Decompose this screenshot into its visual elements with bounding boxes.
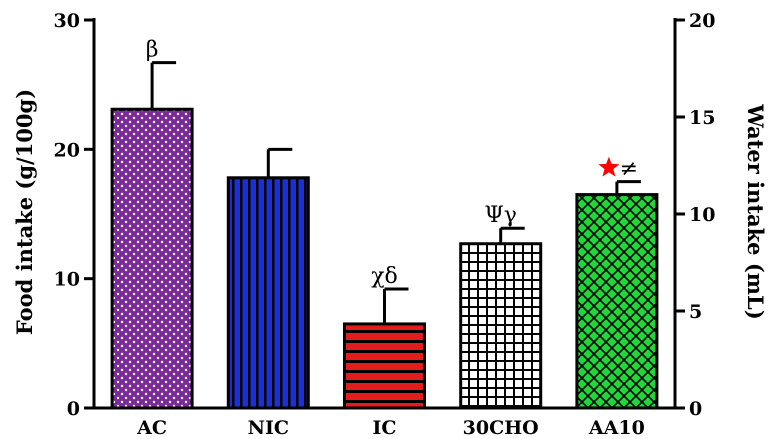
- x-tick-label: NIC: [248, 417, 289, 439]
- x-tick-label: 30CHO: [463, 417, 539, 439]
- annotation-30cho: Ψγ: [484, 203, 516, 228]
- y2-axis-title: Water intake (mL): [743, 103, 768, 319]
- bar-30cho: [459, 242, 543, 410]
- x-tick-labels: AC NIC IC 30CHO AA10: [136, 417, 645, 439]
- x-tick-label: IC: [372, 417, 396, 439]
- y-tick-label: 30: [54, 10, 80, 32]
- annotation-aa10: ≠: [620, 157, 638, 182]
- bar-aa10: [575, 193, 659, 410]
- y-tick-label: 0: [67, 398, 80, 420]
- y2-tick-label: 15: [689, 107, 715, 129]
- annotations: β χδ Ψγ ≠: [146, 38, 638, 289]
- x-tick-label: AA10: [588, 417, 645, 439]
- bar-nic: [226, 176, 310, 410]
- bar-ic: [343, 322, 426, 410]
- annotation-ic: χδ: [371, 264, 398, 289]
- y-tick-label: 20: [54, 139, 80, 161]
- y2-tick-label: 0: [689, 398, 702, 420]
- y2-tick-label: 10: [689, 204, 715, 226]
- error-bars: [150, 61, 641, 324]
- bars: [110, 107, 659, 410]
- bar-ac: [110, 107, 194, 410]
- left-y-ticks: 0 10 20 30: [54, 10, 94, 420]
- y2-tick-label: 5: [689, 301, 702, 323]
- x-tick-label: AC: [136, 417, 167, 439]
- y-axis-title: Food intake (g/100g): [12, 89, 37, 335]
- y2-tick-label: 20: [689, 10, 715, 32]
- y-tick-label: 10: [54, 269, 80, 291]
- annotation-ac: β: [146, 38, 159, 63]
- right-y-ticks: 0 5 10 15 20: [675, 10, 715, 420]
- star-icon: [598, 156, 620, 177]
